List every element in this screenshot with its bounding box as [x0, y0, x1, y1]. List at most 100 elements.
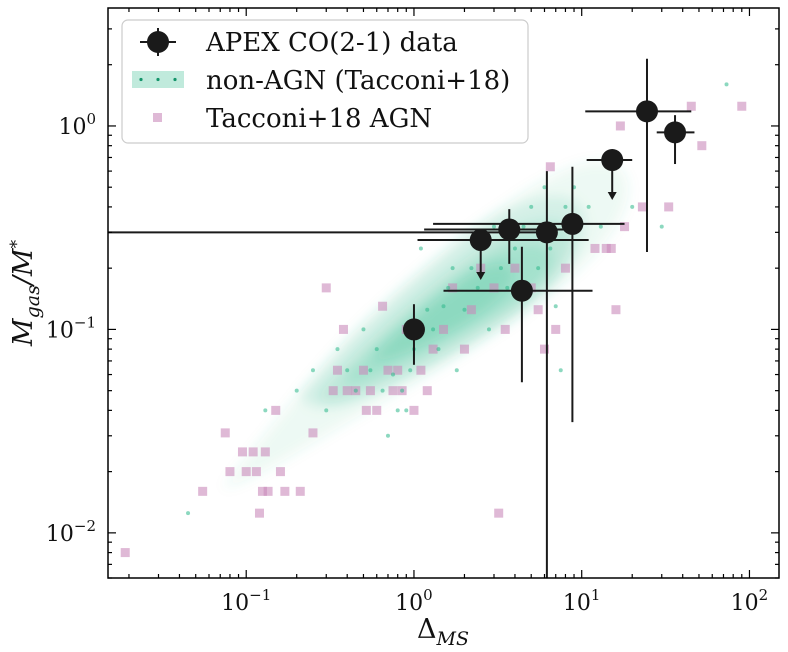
nonagn-point: [486, 327, 491, 332]
nonagn-point: [505, 285, 510, 290]
agn-point: [620, 222, 630, 232]
nonagn-point: [598, 224, 603, 229]
agn-point: [601, 243, 611, 253]
apex-point: [402, 304, 425, 365]
apex-point: [108, 171, 558, 578]
axis-ticks: [108, 8, 779, 579]
nonagn-point: [542, 185, 547, 190]
agn-point: [332, 365, 342, 375]
y-axis-label-sup: *: [7, 239, 27, 248]
density-contours: [223, 161, 629, 488]
nonagn-point: [345, 368, 350, 373]
agn-point: [120, 548, 130, 558]
nonagn-point: [441, 304, 446, 309]
x-axis-label-main: Δ: [417, 614, 437, 645]
agn-point: [321, 283, 331, 293]
agn-point: [361, 405, 371, 415]
nonagn-point: [454, 368, 459, 373]
nonagn-point: [436, 347, 441, 352]
nonagn-point: [475, 285, 480, 290]
nonagn-point: [263, 408, 268, 413]
nonagn-point: [558, 368, 563, 373]
nonagn-point: [630, 204, 635, 209]
nonagn-point: [418, 246, 423, 251]
apex-point: [586, 149, 633, 201]
agn-point: [237, 447, 247, 457]
agn-point: [280, 486, 290, 496]
agn-point: [241, 467, 251, 477]
agn-point: [551, 324, 561, 334]
nonagn-point: [548, 246, 553, 251]
y-tick-label: 10−1: [46, 313, 96, 343]
x-tick-label: 101: [563, 586, 601, 616]
apex-point: [433, 166, 625, 423]
legend-apex-label: APEX CO(2-1) data: [205, 28, 458, 58]
nonagn-point: [491, 224, 496, 229]
agn-point: [338, 324, 348, 334]
agn-point: [378, 301, 388, 311]
nonagn-point: [462, 307, 467, 312]
agn-point: [248, 447, 258, 457]
agn-point: [466, 305, 476, 315]
nonagn-points: [186, 82, 729, 516]
nonagn-point: [368, 368, 373, 373]
agn-point: [459, 344, 469, 354]
agn-point: [560, 263, 570, 273]
agn-point: [393, 365, 403, 375]
nonagn-point: [408, 368, 413, 373]
agn-point: [260, 447, 270, 457]
agn-point: [615, 121, 625, 131]
nonagn-point: [361, 327, 366, 332]
x-tick-label: 102: [731, 586, 769, 616]
nonagn-point: [512, 246, 517, 251]
nonagn-point: [450, 266, 455, 271]
nonagn-point: [724, 82, 729, 87]
agn-point: [697, 141, 707, 151]
nonagn-point: [395, 408, 400, 413]
agn-point: [606, 243, 616, 253]
legend-apex-marker: [140, 28, 176, 56]
agn-point: [448, 283, 458, 293]
nonagn-point: [553, 304, 558, 309]
agn-point: [254, 508, 264, 518]
nonagn-point: [186, 511, 191, 516]
x-tick-label: 10−1: [221, 586, 271, 616]
nonagn-point: [563, 204, 568, 209]
nonagn-point: [385, 433, 390, 438]
agn-point: [271, 405, 281, 415]
plot-frame: [107, 7, 780, 579]
nonagn-point: [294, 388, 299, 393]
y-axis-label-main: M: [8, 317, 39, 347]
y-tick-label: 100: [58, 110, 96, 140]
nonagn-point: [425, 307, 430, 312]
agn-point: [365, 386, 375, 396]
agn-point: [545, 162, 555, 172]
agn-point: [422, 386, 432, 396]
agn-point: [510, 263, 520, 273]
nonagn-point: [498, 266, 503, 271]
y-axis-label: Mgas/M*: [7, 239, 44, 347]
nonagn-point: [310, 368, 315, 373]
apex-point: [443, 246, 593, 383]
nonagn-point: [446, 285, 451, 290]
agn-point: [489, 283, 499, 293]
agn-point: [358, 365, 368, 375]
apex-point: [585, 58, 692, 253]
agn-point: [686, 101, 696, 111]
agn-point: [225, 467, 235, 477]
x-axis-label: ΔMS: [417, 614, 469, 648]
agn-point: [494, 508, 504, 518]
legend-nonagn-marker: [132, 71, 184, 88]
nonagn-point: [400, 388, 405, 393]
nonagn-point: [536, 266, 541, 271]
agn-point: [372, 405, 382, 415]
agn-point: [257, 486, 267, 496]
nonagn-point: [659, 224, 664, 229]
legend-nonagn-label: non-AGN (Tacconi+18): [206, 66, 510, 96]
agn-point: [295, 486, 305, 496]
agn-point: [533, 305, 543, 315]
legend-agn-label: Tacconi+18 AGN: [206, 104, 432, 134]
apex-point: [656, 115, 695, 165]
agn-point: [428, 344, 438, 354]
